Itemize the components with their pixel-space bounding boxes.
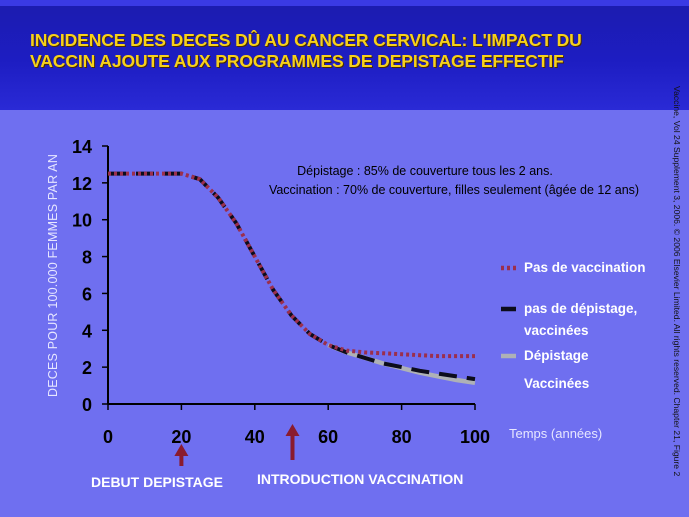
legend-label: pas de dépistage, (524, 301, 637, 316)
x-tick-label: 100 (460, 427, 490, 447)
y-axis-label: DECES POUR 100.000 FEMMES PAR AN (46, 154, 60, 397)
x-axis-label: Temps (années) (509, 426, 602, 441)
x-tick-label: 80 (392, 427, 412, 447)
tick-labels: 0 2 4 6 8 10 12 14 0 20 40 60 80 100 (72, 137, 490, 447)
chart-annotation: Dépistage : 85% de couverture tous les 2… (269, 164, 639, 197)
milestone-arrow-head (285, 424, 300, 436)
banner-top-stripe (0, 0, 689, 6)
milestone-introduction-vaccination: INTRODUCTION VACCINATION (257, 471, 464, 487)
series-pas-de-depistage-vaccinees (108, 171, 476, 382)
annotation-line: Dépistage : 85% de couverture tous les 2… (297, 164, 553, 178)
y-tick-label: 2 (82, 358, 92, 378)
chart-axes (102, 145, 476, 410)
y-tick-label: 10 (72, 211, 92, 231)
slide-title: INCIDENCE DES DECES DÛ AU CANCER CERVICA… (30, 30, 582, 71)
data-series (108, 171, 476, 386)
y-tick-label: 0 (82, 395, 92, 415)
annotation-line: Vaccination : 70% de couverture, filles … (269, 183, 639, 197)
x-tick-label: 60 (318, 427, 338, 447)
legend-label: vaccinées (524, 323, 589, 338)
x-tick-label: 0 (103, 427, 113, 447)
title-banner (0, 0, 689, 110)
y-tick-label: 8 (82, 248, 92, 268)
series-depistage-vaccinees (327, 342, 476, 386)
chart-legend: Pas de vaccination pas de dépistage, vacci… (501, 260, 646, 391)
y-tick-label: 6 (82, 284, 92, 304)
milestone-arrow-head (174, 444, 189, 456)
legend-label: Pas de vaccination (524, 260, 646, 275)
x-tick-label: 40 (245, 427, 265, 447)
y-tick-label: 4 (82, 321, 92, 341)
milestone-debut-depistage: DEBUT DEPISTAGE (91, 474, 223, 490)
milestone-arrows (174, 424, 300, 466)
x-tick-label: 20 (171, 427, 191, 447)
legend-label: Vaccinées (524, 376, 589, 391)
legend-label: Dépistage (524, 348, 589, 363)
series-pas-de-vaccination (108, 171, 475, 359)
y-tick-label: 12 (72, 174, 92, 194)
y-tick-label: 14 (72, 137, 92, 157)
